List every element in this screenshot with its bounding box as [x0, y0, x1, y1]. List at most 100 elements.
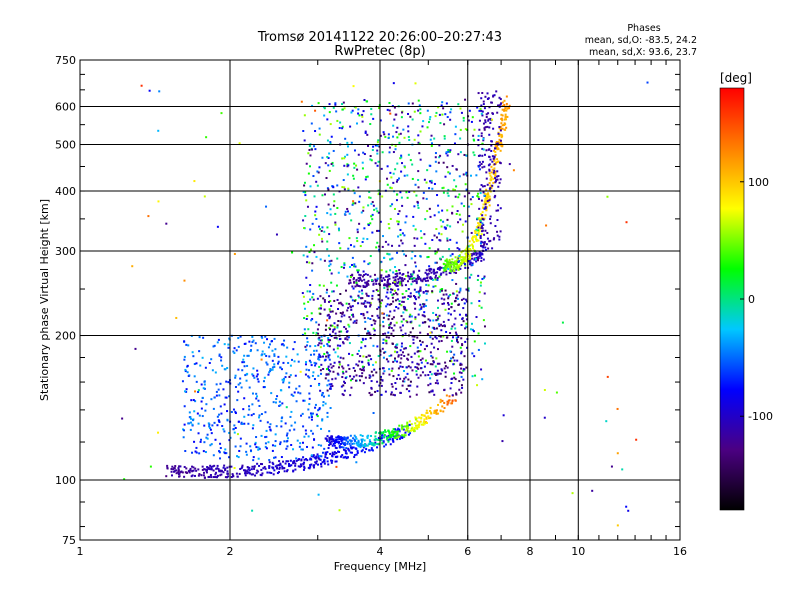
data-point	[392, 135, 395, 138]
data-point	[369, 301, 372, 304]
data-point	[280, 343, 283, 346]
data-point	[482, 139, 485, 142]
data-point	[419, 367, 422, 370]
data-point	[305, 348, 308, 351]
data-point	[361, 120, 364, 123]
data-point	[478, 255, 481, 258]
data-point	[222, 471, 225, 474]
data-point	[181, 471, 184, 474]
data-point	[332, 149, 335, 152]
data-point	[365, 284, 368, 287]
data-point	[439, 154, 442, 157]
data-point	[484, 214, 487, 217]
data-point	[333, 200, 336, 203]
data-point	[491, 247, 494, 250]
data-point	[497, 148, 500, 151]
data-point	[450, 108, 453, 111]
data-point	[331, 455, 334, 458]
data-point	[258, 414, 261, 417]
data-point	[480, 112, 483, 115]
data-point	[411, 280, 414, 283]
data-point	[207, 466, 210, 469]
data-point	[447, 171, 450, 174]
data-point	[312, 298, 315, 301]
data-point	[387, 243, 390, 246]
data-point	[488, 182, 491, 185]
data-point	[308, 369, 311, 372]
data-point	[473, 355, 476, 358]
data-point	[352, 375, 355, 378]
data-point	[477, 134, 480, 137]
data-point	[392, 124, 395, 127]
data-point	[344, 289, 347, 292]
data-point	[364, 281, 367, 284]
data-point	[443, 123, 446, 126]
data-point	[413, 335, 416, 338]
data-point	[371, 314, 374, 317]
data-point	[480, 109, 483, 112]
data-point	[486, 198, 489, 201]
data-point	[417, 292, 420, 295]
data-point	[363, 260, 366, 263]
data-point	[319, 389, 322, 392]
data-point	[328, 327, 331, 330]
data-point	[409, 331, 412, 334]
data-point	[371, 201, 374, 204]
data-point	[485, 177, 488, 180]
data-point	[226, 366, 229, 369]
data-point	[234, 374, 237, 377]
data-point	[232, 350, 235, 353]
data-point	[468, 109, 471, 112]
data-point	[209, 428, 212, 431]
data-point	[349, 295, 352, 298]
data-point	[505, 95, 508, 98]
data-point	[494, 194, 497, 197]
data-point	[422, 120, 425, 123]
data-point	[376, 152, 379, 155]
data-point	[419, 359, 422, 362]
data-point	[497, 132, 500, 135]
data-point	[338, 509, 341, 512]
data-point	[479, 107, 482, 110]
data-point	[441, 302, 444, 305]
data-point	[185, 467, 188, 470]
data-point	[399, 277, 402, 280]
data-point	[476, 192, 479, 195]
data-point	[435, 236, 438, 239]
data-point	[386, 177, 389, 180]
data-point	[332, 365, 335, 368]
data-point	[405, 290, 408, 293]
data-point	[271, 368, 274, 371]
data-point	[219, 447, 222, 450]
data-point	[355, 374, 358, 377]
data-point	[175, 472, 178, 475]
data-point	[202, 336, 205, 339]
data-point	[347, 448, 350, 451]
data-point	[297, 458, 300, 461]
data-point	[174, 469, 177, 472]
data-point	[286, 469, 289, 472]
data-point	[396, 220, 399, 223]
data-point	[252, 374, 255, 377]
data-point	[210, 466, 213, 469]
data-point	[434, 276, 437, 279]
data-point	[339, 442, 342, 445]
data-point	[343, 326, 346, 329]
data-point	[328, 439, 331, 442]
data-point	[380, 437, 383, 440]
colorbar-tick-label: 0	[748, 293, 755, 306]
data-point	[361, 361, 364, 364]
data-point	[198, 452, 201, 455]
data-point	[444, 259, 447, 262]
data-point	[471, 247, 474, 250]
data-point	[313, 349, 316, 352]
data-point	[463, 205, 466, 208]
data-point	[436, 369, 439, 372]
data-point	[412, 224, 415, 227]
data-point	[236, 455, 239, 458]
data-point	[435, 337, 438, 340]
data-point	[342, 179, 345, 182]
data-point	[482, 258, 485, 261]
data-point	[458, 193, 461, 196]
data-point	[460, 375, 463, 378]
